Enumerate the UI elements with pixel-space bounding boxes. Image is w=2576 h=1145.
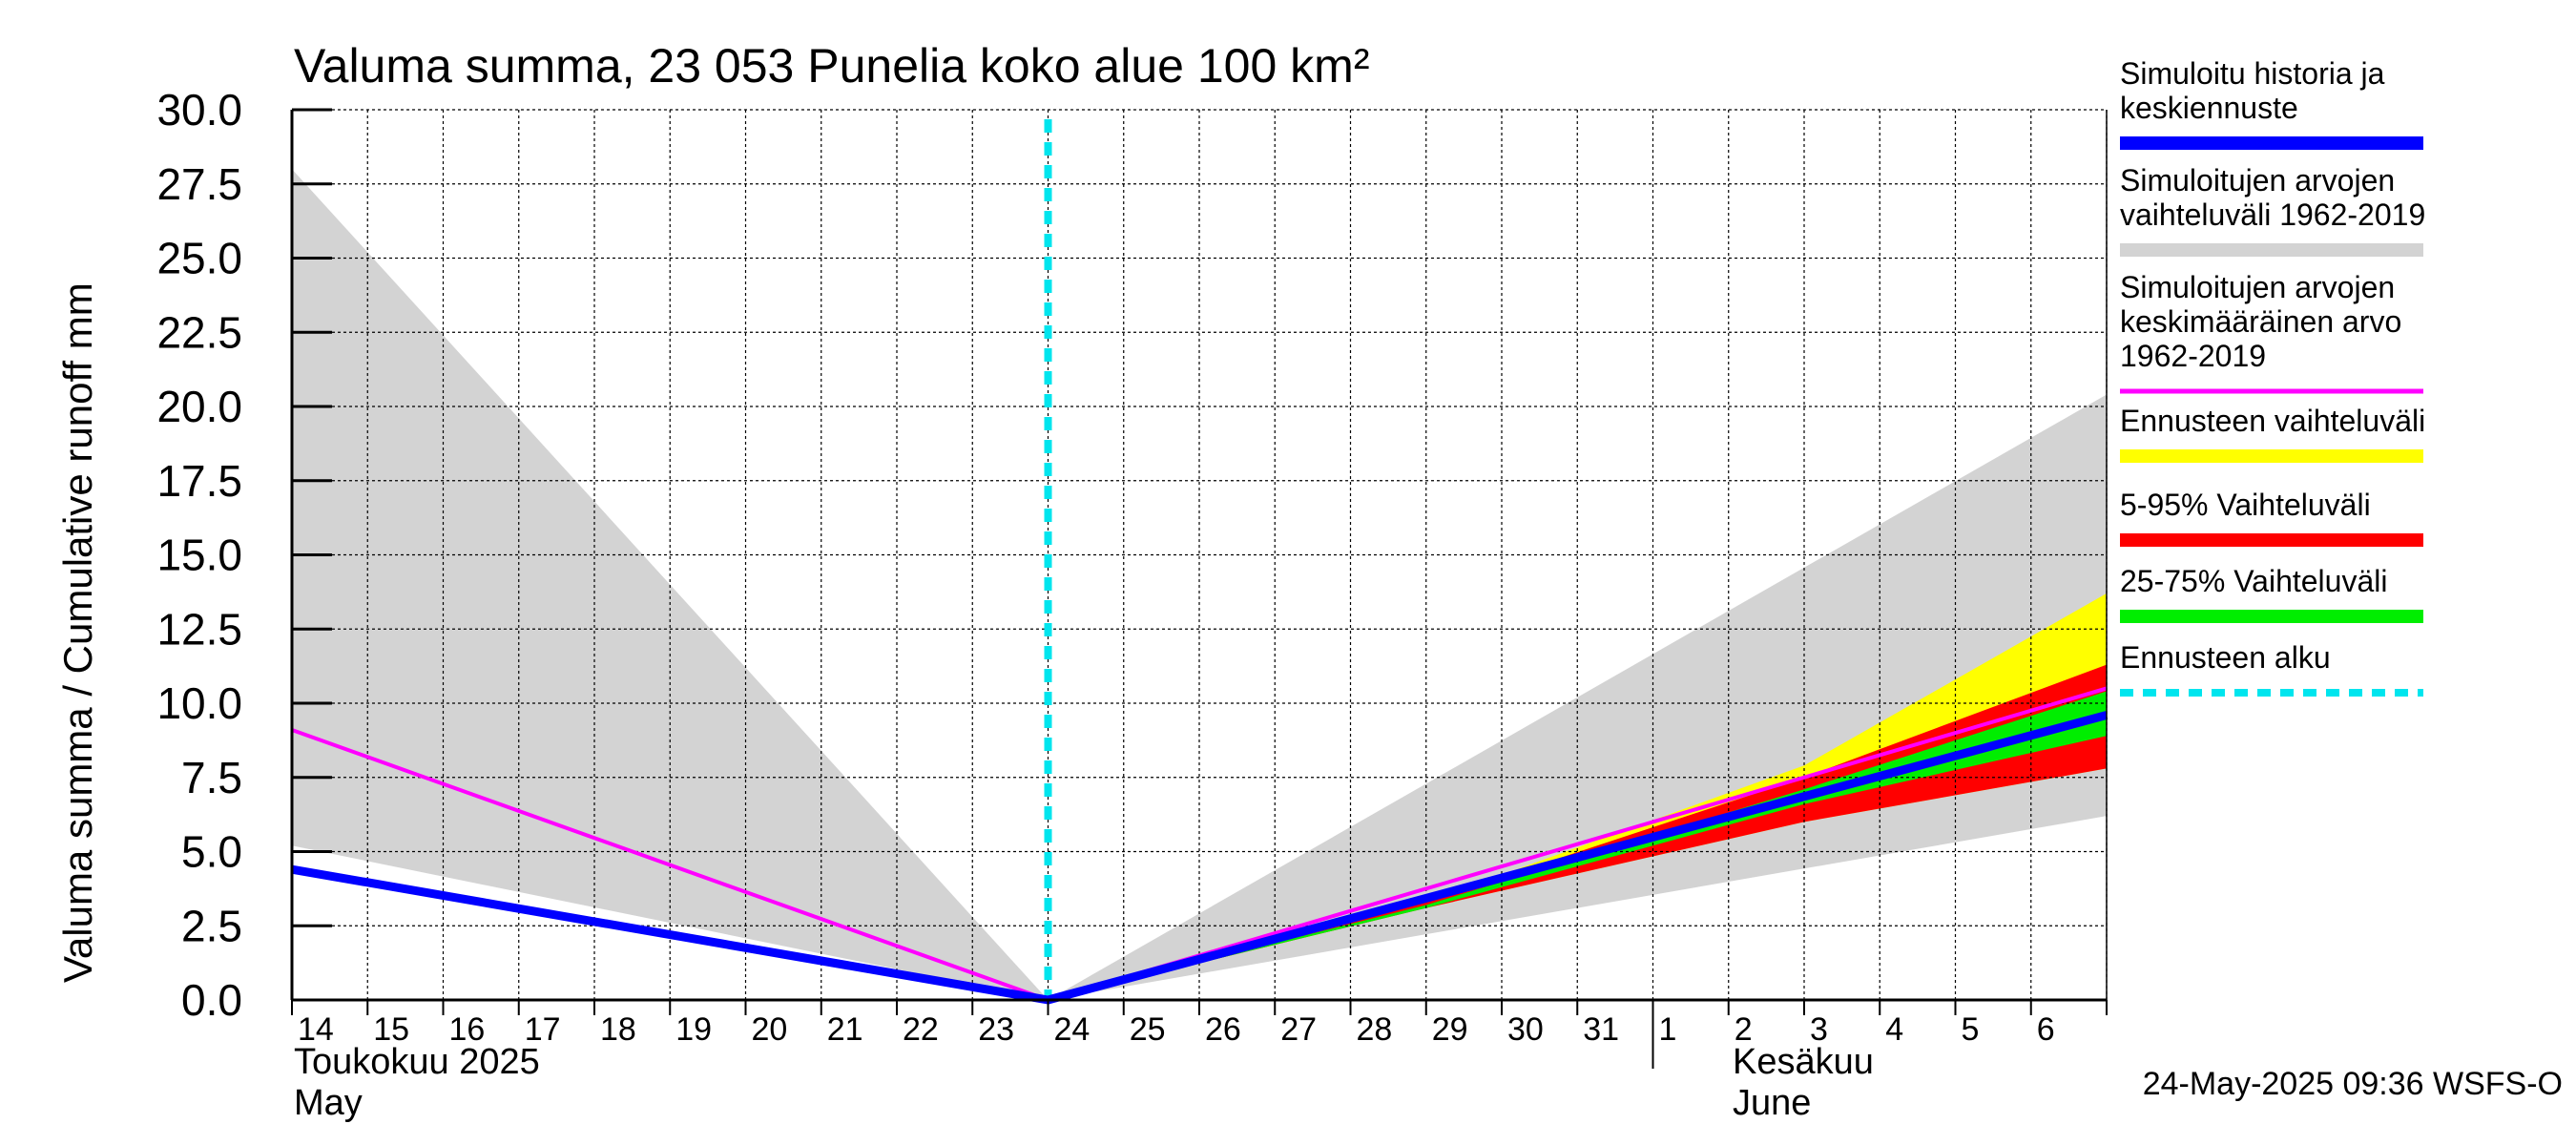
x-tick-label-11: 25 bbox=[1130, 1011, 1166, 1048]
x-tick-label-13: 27 bbox=[1280, 1011, 1317, 1048]
x-tick-label-9: 23 bbox=[978, 1011, 1014, 1048]
legend-label-5-0: 25-75% Vaihteluväli bbox=[2120, 564, 2387, 598]
month-label-may-en: May bbox=[294, 1083, 363, 1123]
y-tick-label-4: 10.0 bbox=[156, 678, 242, 728]
x-tick-label-14: 28 bbox=[1357, 1011, 1393, 1048]
x-tick-label-1: 15 bbox=[373, 1011, 409, 1048]
x-tick-label-22: 5 bbox=[1962, 1011, 1980, 1048]
y-tick-label-3: 7.5 bbox=[181, 753, 242, 802]
y-tick-label-5: 12.5 bbox=[156, 604, 242, 654]
x-tick-label-15: 29 bbox=[1432, 1011, 1468, 1048]
y-tick-label-6: 15.0 bbox=[156, 531, 242, 580]
x-tick-label-10: 24 bbox=[1054, 1011, 1091, 1048]
x-tick-label-18: 1 bbox=[1659, 1011, 1677, 1048]
legend-label-2-2: 1962-2019 bbox=[2120, 339, 2266, 373]
x-tick-label-8: 22 bbox=[903, 1011, 939, 1048]
tick-labels: 0.0 2.5 5.0 7.5 10.0 12.5 15.0 17.5 20.0 22.5 25.0… bbox=[156, 85, 2054, 1048]
y-axis-label: Valuma summa / Cumulative runoff mm bbox=[55, 282, 100, 983]
x-tick-label-0: 14 bbox=[298, 1011, 334, 1048]
x-tick-label-7: 21 bbox=[827, 1011, 863, 1048]
legend-label-3-0: Ennusteen vaihteluväli bbox=[2120, 404, 2425, 438]
legend-label-0-0: Simuloitu historia ja bbox=[2120, 56, 2385, 91]
footer-timestamp: 24-May-2025 09:36 WSFS-O bbox=[2143, 1066, 2563, 1102]
legend-label-6-0: Ennusteen alku bbox=[2120, 640, 2331, 675]
legend-label-2-1: keskimääräinen arvo bbox=[2120, 304, 2401, 339]
y-tick-label-1: 2.5 bbox=[181, 901, 242, 950]
legend-label-1-1: vaihteluväli 1962-2019 bbox=[2120, 198, 2425, 232]
chart-title: Valuma summa, 23 053 Punelia koko alue 1… bbox=[294, 39, 1369, 93]
x-tick-label-23: 6 bbox=[2037, 1011, 2055, 1048]
x-tick-label-20: 3 bbox=[1810, 1011, 1828, 1048]
grid-lines bbox=[292, 109, 2108, 1000]
x-tick-label-6: 20 bbox=[752, 1011, 788, 1048]
y-tick-label-0: 0.0 bbox=[181, 975, 242, 1025]
month-label-may-fi: Toukokuu 2025 bbox=[294, 1042, 540, 1082]
y-tick-label-8: 20.0 bbox=[156, 382, 242, 431]
month-label-june-en: June bbox=[1733, 1083, 1811, 1123]
y-tick-label-9: 22.5 bbox=[156, 307, 242, 357]
legend-label-0-1: keskiennuste bbox=[2120, 91, 2298, 125]
x-tick-label-5: 19 bbox=[675, 1011, 712, 1048]
x-tick-label-2: 16 bbox=[449, 1011, 486, 1048]
x-tick-label-21: 4 bbox=[1885, 1011, 1903, 1048]
x-tick-label-16: 30 bbox=[1507, 1011, 1544, 1048]
y-tick-label-2: 5.0 bbox=[181, 827, 242, 877]
x-tick-label-4: 18 bbox=[600, 1011, 636, 1048]
y-tick-label-10: 25.0 bbox=[156, 234, 242, 283]
legend-label-4-0: 5-95% Vaihteluväli bbox=[2120, 488, 2371, 522]
x-tick-label-17: 31 bbox=[1583, 1011, 1619, 1048]
legend-label-1-0: Simuloitujen arvojen bbox=[2120, 163, 2395, 198]
y-tick-label-7: 17.5 bbox=[156, 456, 242, 506]
legend-label-2-0: Simuloitujen arvojen bbox=[2120, 270, 2395, 304]
y-tick-label-12: 30.0 bbox=[156, 85, 242, 135]
x-tick-label-19: 2 bbox=[1735, 1011, 1753, 1048]
x-tick-label-12: 26 bbox=[1205, 1011, 1241, 1048]
x-tick-label-3: 17 bbox=[525, 1011, 561, 1048]
month-label-june-fi: Kesäkuu bbox=[1733, 1042, 1874, 1082]
y-tick-label-11: 27.5 bbox=[156, 159, 242, 209]
axes bbox=[290, 108, 2108, 1069]
